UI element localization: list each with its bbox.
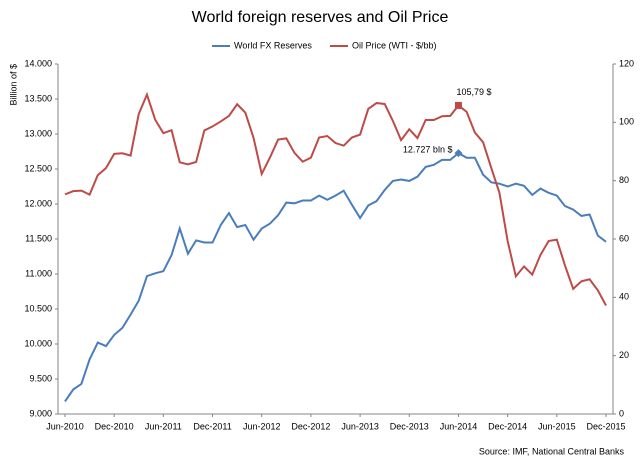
x-tick-label: Dec-2011 xyxy=(193,421,231,431)
y-tick-label: 9.000 xyxy=(29,408,52,418)
y-tick-label: 12.000 xyxy=(24,198,52,208)
x-tick-label: Jun-2011 xyxy=(145,421,182,431)
y2-tick-label: 100 xyxy=(619,117,634,127)
series-line xyxy=(64,151,607,402)
data-label: 12.727 bln $ xyxy=(403,144,453,154)
series-line xyxy=(64,91,607,306)
x-tick-label: Dec-2015 xyxy=(586,421,625,431)
x-tick-label: Jun-2015 xyxy=(538,421,576,431)
legend-label: World FX Reserves xyxy=(234,40,312,50)
x-tick-label: Dec-2012 xyxy=(291,421,330,431)
y2-tick-label: 120 xyxy=(619,58,634,68)
chart-title: World foreign reserves and Oil Price xyxy=(192,9,449,26)
y2-tick-label: 40 xyxy=(619,292,629,302)
y-tick-label: 11.500 xyxy=(25,233,52,243)
y-tick-label: 9.500 xyxy=(29,373,52,383)
y-axis-label: Billion of $ xyxy=(8,64,18,106)
y-tick-label: 14.000 xyxy=(24,58,52,68)
y-tick-label: 13.000 xyxy=(24,128,52,138)
y-tick-label: 10.500 xyxy=(24,303,52,313)
y-tick-label: 12.500 xyxy=(24,163,52,173)
x-tick-label: Jun-2012 xyxy=(243,421,281,431)
x-tick-label: Dec-2013 xyxy=(390,421,429,431)
y-tick-label: 10.000 xyxy=(24,338,52,348)
y2-tick-label: 80 xyxy=(619,175,629,185)
y-tick-label: 13.500 xyxy=(24,93,52,103)
legend-label: Oil Price (WTI - $/bb) xyxy=(352,40,437,50)
y2-tick-label: 0 xyxy=(619,408,624,418)
y-tick-label: 11.000 xyxy=(25,268,52,278)
point-marker xyxy=(454,101,462,109)
x-tick-label: Dec-2010 xyxy=(95,421,134,431)
y2-tick-label: 60 xyxy=(619,233,629,243)
source: Source: IMF, National Central Banks xyxy=(479,446,625,456)
x-tick-label: Jun-2014 xyxy=(440,421,478,431)
x-tick-label: Jun-2013 xyxy=(341,421,379,431)
y2-tick-label: 20 xyxy=(619,350,629,360)
x-tick-label: Dec-2014 xyxy=(488,421,527,431)
point-marker xyxy=(454,149,463,158)
data-label: 105,79 $ xyxy=(456,87,491,97)
x-tick-label: Jun-2010 xyxy=(46,421,84,431)
